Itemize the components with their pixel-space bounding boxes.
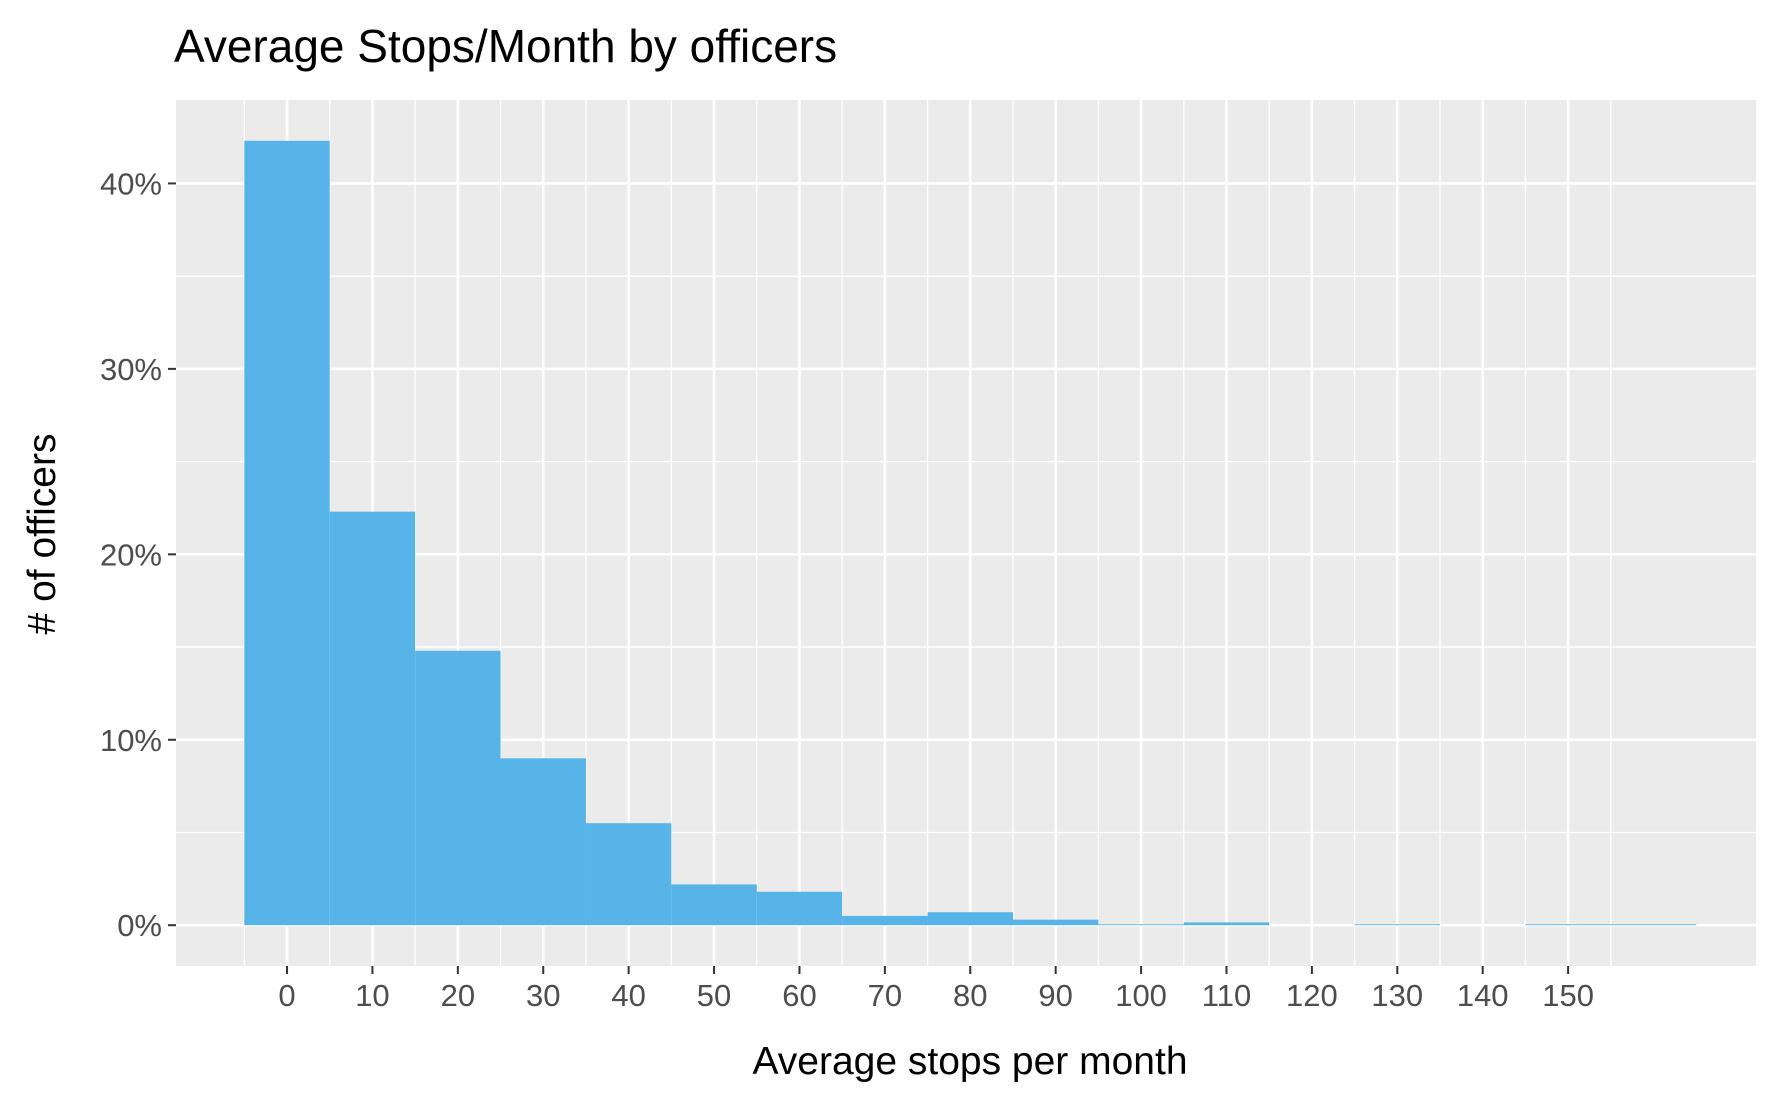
- y-axis-title: # of officers: [21, 434, 64, 635]
- axes: 0 10 20 30 40 50 60 70 80 90 100 110 120 130 140 150 0% 1…: [100, 166, 1594, 1013]
- x-tick-label: 110: [1202, 978, 1251, 1013]
- histogram-bar: [1012, 919, 1099, 926]
- x-axis-title: Average stops per month: [752, 1040, 1187, 1083]
- y-tick-label: 30%: [100, 352, 162, 387]
- x-tick-label: 120: [1286, 978, 1338, 1013]
- y-tick-label: 10%: [100, 723, 162, 758]
- x-tick-label: 80: [953, 978, 987, 1013]
- x-tick-label: 150: [1542, 978, 1594, 1013]
- x-tick-label: 90: [1038, 978, 1072, 1013]
- x-tick-label: 30: [526, 978, 560, 1013]
- histogram-bar: [1183, 922, 1270, 926]
- x-tick-label: 130: [1371, 978, 1423, 1013]
- x-tick-label: 0: [278, 978, 295, 1013]
- x-tick-label: 60: [782, 978, 816, 1013]
- histogram-bar: [500, 758, 586, 926]
- histogram-bar: [585, 823, 672, 926]
- bars: [244, 140, 1697, 926]
- histogram-bar: [244, 140, 330, 926]
- histogram-bar: [671, 884, 757, 926]
- x-tick-label: 40: [611, 978, 645, 1013]
- chart-title: Average Stops/Month by officers: [174, 20, 837, 72]
- y-tick-label: 20%: [100, 537, 162, 572]
- x-tick-label: 70: [868, 978, 902, 1013]
- histogram-bar: [1098, 924, 1184, 926]
- histogram-bar: [415, 650, 501, 926]
- x-tick-label: 20: [441, 978, 475, 1013]
- histogram-bar: [756, 891, 843, 926]
- y-tick-label: 0%: [117, 908, 162, 943]
- histogram-bar: [1525, 924, 1611, 926]
- histogram-bar: [1354, 924, 1440, 926]
- x-tick-label: 140: [1457, 978, 1509, 1013]
- histogram-bar: [927, 912, 1013, 926]
- x-tick-label: 50: [697, 978, 731, 1013]
- grid-lines: [176, 100, 1756, 966]
- y-tick-label: 40%: [100, 166, 162, 201]
- histogram-bar: [329, 511, 416, 926]
- x-tick-label: 100: [1115, 978, 1167, 1013]
- histogram-bar: [1610, 924, 1697, 926]
- histogram-bar: [842, 915, 928, 926]
- x-tick-label: 10: [355, 978, 389, 1013]
